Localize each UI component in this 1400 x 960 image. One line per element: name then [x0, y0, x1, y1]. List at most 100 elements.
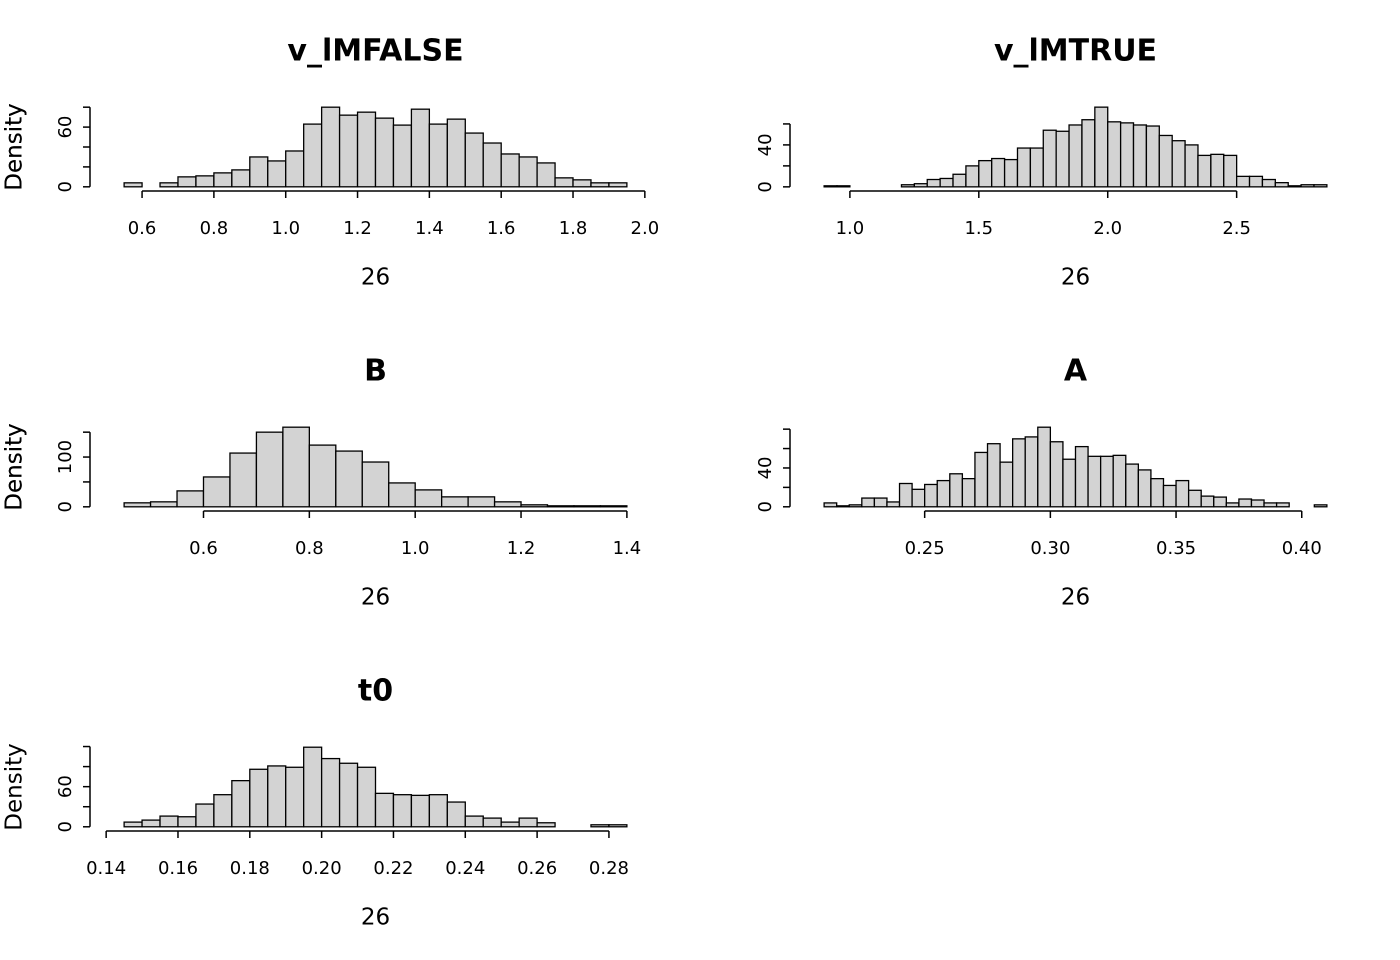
x-tick-label: 0.14: [86, 858, 126, 879]
bar: [177, 176, 197, 188]
bar: [1313, 504, 1328, 508]
bar: [536, 822, 556, 828]
bar: [410, 108, 431, 188]
bar: [267, 765, 287, 828]
bar: [1024, 436, 1039, 508]
bar: [1162, 484, 1177, 508]
x-tick-label: 1.6: [487, 218, 516, 239]
bar: [1184, 144, 1199, 188]
bar: [195, 175, 215, 188]
x-tick-label: 1.8: [559, 218, 588, 239]
bar: [1274, 182, 1289, 188]
bar: [320, 757, 341, 828]
bar: [1187, 489, 1202, 508]
bar: [195, 803, 215, 828]
bar: [961, 477, 976, 508]
bar: [1037, 426, 1052, 508]
bar: [1313, 184, 1328, 188]
bar: [608, 182, 628, 188]
y-axis-label: Density: [2, 423, 28, 510]
bar: [1287, 185, 1302, 188]
bar: [1087, 455, 1102, 508]
x-tick-label: 0.40: [1282, 538, 1322, 559]
bar: [1003, 158, 1019, 188]
x-tick-label: 0.16: [158, 858, 198, 879]
bar: [572, 179, 592, 188]
chart-title: B: [364, 354, 387, 389]
bar: [952, 173, 967, 188]
bar: [886, 501, 901, 508]
y-axis-label: Density: [2, 743, 28, 830]
x-tick-label: 0.22: [373, 858, 413, 879]
bar: [873, 497, 888, 508]
bar: [482, 817, 502, 828]
bar: [361, 461, 390, 508]
bar: [428, 794, 448, 828]
bar: [1300, 184, 1315, 188]
bar: [249, 156, 269, 188]
y-tick-label: 60: [55, 116, 76, 139]
bar: [1275, 502, 1290, 508]
bar: [823, 502, 838, 508]
bar: [308, 444, 337, 508]
bar: [1225, 502, 1240, 508]
y-tick-label: 0: [755, 181, 776, 192]
bar: [464, 132, 484, 188]
bar: [356, 766, 377, 828]
bar: [467, 496, 496, 508]
bar: [255, 431, 284, 508]
bar: [123, 821, 143, 828]
x-tick-label: 0.6: [128, 218, 157, 239]
bar: [1132, 124, 1148, 188]
bar: [590, 824, 610, 828]
bar: [500, 153, 520, 188]
bar: [1068, 124, 1083, 188]
bar: [1158, 134, 1173, 188]
x-tick-label: 0.28: [589, 858, 629, 879]
bar: [1081, 119, 1096, 188]
x-axis-label: 26: [361, 585, 390, 611]
bar: [898, 482, 913, 508]
bar: [913, 183, 928, 188]
x-axis-label: 26: [1061, 585, 1090, 611]
bar: [141, 819, 161, 828]
chart-title: v_lMFALSE: [287, 34, 463, 69]
bar: [1107, 121, 1122, 188]
bar: [590, 182, 610, 188]
y-tick-label: 100: [55, 440, 76, 474]
bar: [303, 746, 323, 828]
bar: [861, 497, 876, 508]
bar: [1029, 147, 1044, 188]
bar: [176, 490, 205, 508]
x-axis-label: 26: [361, 265, 390, 291]
bar: [1012, 438, 1026, 508]
bar: [836, 185, 851, 188]
bar: [303, 123, 323, 188]
bar: [1055, 130, 1070, 188]
bar: [546, 505, 575, 508]
chart-title: A: [1064, 354, 1088, 389]
bar: [231, 169, 251, 188]
x-tick-label: 0.25: [905, 538, 945, 559]
bar: [149, 501, 178, 508]
x-tick-label: 1.0: [836, 218, 865, 239]
bar: [848, 504, 863, 508]
bar: [1112, 454, 1127, 508]
x-tick-label: 0.18: [230, 858, 270, 879]
bar: [924, 483, 938, 508]
x-tick-label: 0.8: [295, 538, 324, 559]
bar: [518, 156, 538, 188]
y-tick-label: 40: [755, 457, 776, 480]
bar: [1145, 125, 1160, 188]
bar: [518, 817, 538, 828]
bar: [536, 162, 556, 188]
bar: [1197, 154, 1212, 188]
bar: [1210, 153, 1225, 188]
bar: [249, 768, 269, 828]
bar: [500, 821, 520, 828]
bar: [1150, 477, 1165, 508]
bar: [1049, 441, 1064, 508]
x-axis-label: 26: [361, 905, 390, 931]
bar: [482, 142, 502, 188]
